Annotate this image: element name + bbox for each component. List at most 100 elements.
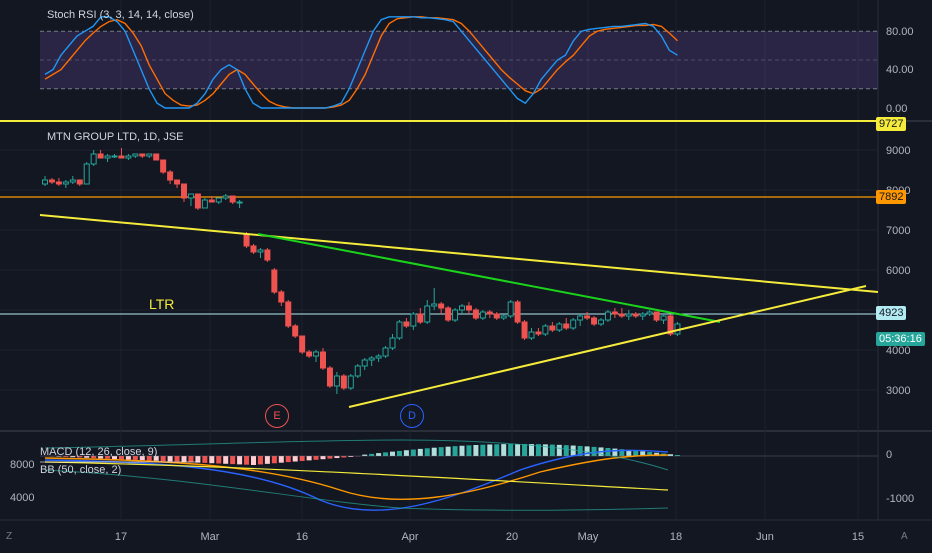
candle-body	[168, 172, 173, 180]
candle-body	[390, 338, 395, 348]
candle-body	[397, 322, 402, 338]
macd-histogram-bar	[161, 456, 166, 461]
macd-histogram-bar	[418, 449, 423, 456]
candle-body	[508, 302, 513, 316]
candle-body	[404, 322, 409, 326]
wave-d-label[interactable]: D	[400, 404, 424, 428]
x-tick-15: 15	[852, 531, 864, 543]
candle-body	[272, 270, 277, 292]
candle-body	[105, 156, 110, 158]
candle-body	[91, 154, 96, 164]
candle-body	[522, 322, 527, 338]
candle-body	[43, 180, 48, 184]
macd-histogram-bar	[494, 444, 499, 456]
candle-body	[612, 312, 617, 314]
macd-histogram-bar	[244, 456, 249, 465]
macd-histogram-bar	[466, 445, 471, 456]
candle-body	[418, 314, 423, 322]
candle-body	[473, 310, 478, 318]
candle-body	[453, 310, 458, 320]
candle-body	[244, 234, 249, 246]
macd-histogram-bar	[592, 447, 597, 456]
bb-left-tick-8000: 8000	[10, 459, 34, 471]
macd-histogram-bar	[216, 456, 221, 463]
ltr-trendline[interactable]	[40, 215, 878, 292]
candle-body	[585, 316, 590, 318]
auto-scale-button[interactable]: A	[901, 531, 908, 542]
macd-tick-neg1000: -1000	[886, 493, 914, 505]
macd-histogram-bar	[293, 456, 298, 462]
macd-histogram-bar	[460, 446, 465, 456]
ltr-label[interactable]: LTR	[149, 296, 174, 312]
macd-histogram-bar	[209, 456, 214, 463]
candle-body	[216, 198, 221, 202]
candle-body	[147, 154, 152, 156]
candle-body	[327, 368, 332, 386]
candle-body	[661, 316, 666, 320]
candle-body	[529, 332, 534, 338]
macd-histogram-bar	[425, 448, 430, 456]
macd-histogram-bar	[286, 456, 291, 462]
macd-histogram-bar	[188, 456, 193, 462]
candle-body	[182, 184, 187, 198]
x-tick-apr: Apr	[401, 531, 418, 543]
ascending-trendline[interactable]	[349, 286, 866, 407]
candle-body	[383, 348, 388, 356]
x-tick-mar: Mar	[201, 531, 220, 543]
stoch-tick-0: 0.00	[886, 103, 907, 115]
candle-body	[56, 182, 61, 184]
candle-body	[564, 324, 569, 328]
candle-body	[543, 326, 548, 334]
candle-body	[237, 202, 242, 203]
candle-body	[578, 316, 583, 320]
candle-body	[494, 314, 499, 318]
candle-body	[501, 316, 506, 318]
candle-body	[300, 336, 305, 352]
candle-body	[195, 194, 200, 208]
macd-histogram-bar	[251, 456, 256, 465]
macd-histogram-bar	[550, 445, 555, 456]
candle-body	[265, 250, 270, 260]
candle-body	[640, 314, 645, 316]
candle-body	[126, 156, 131, 158]
candle-body	[480, 312, 485, 318]
price-tick-4000: 4000	[886, 345, 910, 357]
candle-body	[223, 196, 228, 198]
candle-body	[605, 312, 610, 320]
wave-e-label[interactable]: E	[265, 404, 289, 428]
descending-trendline[interactable]	[258, 234, 720, 322]
candle-body	[439, 304, 444, 308]
macd-histogram-bar	[314, 456, 319, 460]
zoom-reset-button[interactable]: Z	[6, 531, 12, 542]
candle-body	[341, 376, 346, 388]
macd-histogram-bar	[182, 456, 187, 462]
stoch-tick-80: 80.00	[886, 26, 914, 38]
candle-body	[599, 320, 604, 324]
candle-body	[251, 246, 256, 252]
macd-histogram-bar	[397, 451, 402, 456]
macd-histogram-bar	[230, 456, 235, 464]
macd-histogram-bar	[633, 451, 638, 456]
candle-body	[70, 180, 75, 182]
candle-body	[286, 302, 291, 326]
candle-body	[571, 320, 576, 328]
candle-body	[175, 180, 180, 184]
macd-histogram-bar	[390, 452, 395, 456]
macd-histogram-bar	[237, 456, 242, 464]
countdown-tag: 05:36:16	[876, 332, 925, 346]
candle-body	[425, 306, 430, 322]
candle-body	[307, 352, 312, 356]
candle-body	[258, 250, 263, 252]
candle-body	[411, 314, 416, 326]
macd-histogram-bar	[453, 446, 458, 456]
x-tick-may: May	[578, 531, 599, 543]
candle-body	[626, 314, 631, 316]
candle-body	[515, 302, 520, 322]
price-tick-9000: 9000	[886, 145, 910, 157]
candle-body	[84, 164, 89, 184]
x-tick-16: 16	[296, 531, 308, 543]
macd-histogram-bar	[515, 444, 520, 456]
macd-histogram-bar	[202, 456, 207, 463]
